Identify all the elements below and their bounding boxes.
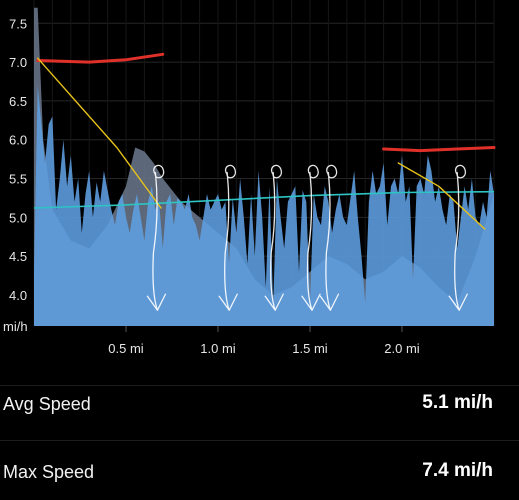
avg-speed-value: 5.1 mi/h	[422, 392, 493, 413]
y-tick-label: 7.5	[9, 16, 27, 31]
x-tick-label: 2.0 mi	[384, 341, 420, 356]
chart-annotations	[36, 52, 496, 311]
chart-ticks: 4.0 4.5 5.0 5.5 6.0 6.5 7.0 7.5 0.5 mi 1.0 mi 1.5 …	[9, 16, 420, 356]
avg-speed-row: Avg Speed 5.1 mi/h	[0, 386, 519, 426]
yellow-line-annotation	[37, 57, 162, 209]
hand-drawn-arrow	[301, 164, 321, 311]
y-tick-label: 7.0	[9, 55, 27, 70]
x-tick-label: 1.5 mi	[292, 341, 328, 356]
stats-divider	[0, 385, 519, 386]
y-tick-label: 4.0	[9, 288, 27, 303]
x-tick-label: 0.5 mi	[108, 341, 144, 356]
max-speed-value: 7.4 mi/h	[422, 460, 493, 481]
hand-drawn-arrow	[146, 164, 167, 311]
red-line-annotation	[382, 146, 496, 153]
y-tick-label: 5.0	[9, 210, 27, 225]
y-tick-label: 5.5	[9, 172, 27, 187]
x-tick-label: 1.0 mi	[200, 341, 236, 356]
hand-drawn-arrow	[264, 164, 284, 311]
y-tick-label: 6.5	[9, 94, 27, 109]
chart-areas	[34, 7, 494, 327]
y-tick-label: 4.5	[9, 249, 27, 264]
average-speed-line	[33, 190, 495, 209]
hand-drawn-arrow	[448, 164, 468, 311]
speed-area	[34, 85, 494, 327]
yellow-line-annotation	[397, 162, 486, 230]
avg-speed-label: Avg Speed	[3, 394, 91, 414]
speed-chart: 4.0 4.5 5.0 5.5 6.0 6.5 7.0 7.5 0.5 mi 1.0 mi 1.5 …	[3, 0, 496, 356]
stats-divider-2	[0, 440, 519, 441]
red-line-annotation	[36, 52, 165, 64]
y-unit-label: mi/h	[3, 319, 28, 334]
hand-drawn-arrow	[218, 164, 238, 311]
chart-lines	[33, 190, 495, 209]
max-speed-row: Max Speed 7.4 mi/h	[0, 454, 519, 494]
max-speed-label: Max Speed	[3, 462, 95, 482]
hand-drawn-arrow	[319, 164, 340, 311]
y-tick-label: 6.0	[9, 133, 27, 148]
